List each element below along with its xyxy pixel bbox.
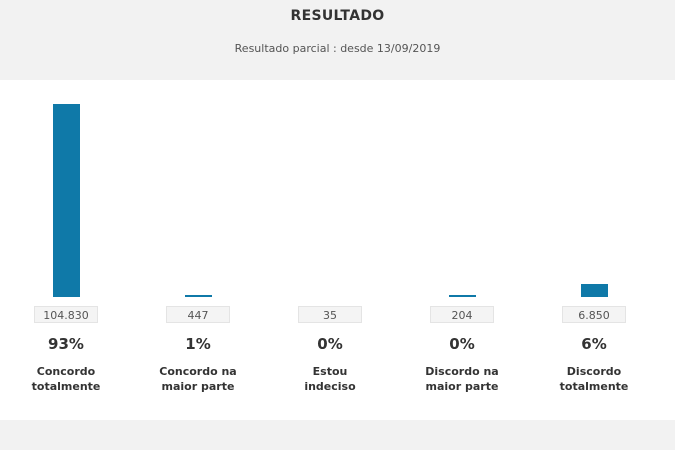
- category-label: Estou indeciso: [304, 365, 356, 393]
- bar-4: [448, 295, 476, 297]
- category-label: Discordo na maior parte: [425, 365, 499, 393]
- bar-chart: 104.830 93% Concordo totalmente 447 1% Concor…: [0, 80, 675, 420]
- category-label: Discordo totalmente: [559, 365, 629, 393]
- vote-count-label: 447: [166, 306, 230, 323]
- percent-label: 0%: [449, 335, 475, 353]
- page-subtitle: Resultado parcial : desde 13/09/2019: [234, 42, 441, 55]
- percent-label: 1%: [185, 335, 211, 353]
- result-footer: [0, 420, 675, 450]
- percent-label: 6%: [581, 335, 607, 353]
- percent-label: 0%: [317, 335, 343, 353]
- bar-5: [580, 284, 608, 297]
- vote-count-label: 35: [298, 306, 362, 323]
- bar-1: [52, 104, 80, 297]
- vote-count-label: 204: [430, 306, 494, 323]
- result-header: RESULTADO Resultado parcial : desde 13/0…: [0, 0, 675, 80]
- bar-2: [184, 295, 212, 297]
- category-label: Concordo totalmente: [31, 365, 101, 393]
- vote-count-label: 6.850: [562, 306, 626, 323]
- percent-label: 93%: [48, 335, 84, 353]
- vote-count-label: 104.830: [34, 306, 98, 323]
- page-title: RESULTADO: [290, 8, 385, 24]
- category-label: Concordo na maior parte: [159, 365, 237, 393]
